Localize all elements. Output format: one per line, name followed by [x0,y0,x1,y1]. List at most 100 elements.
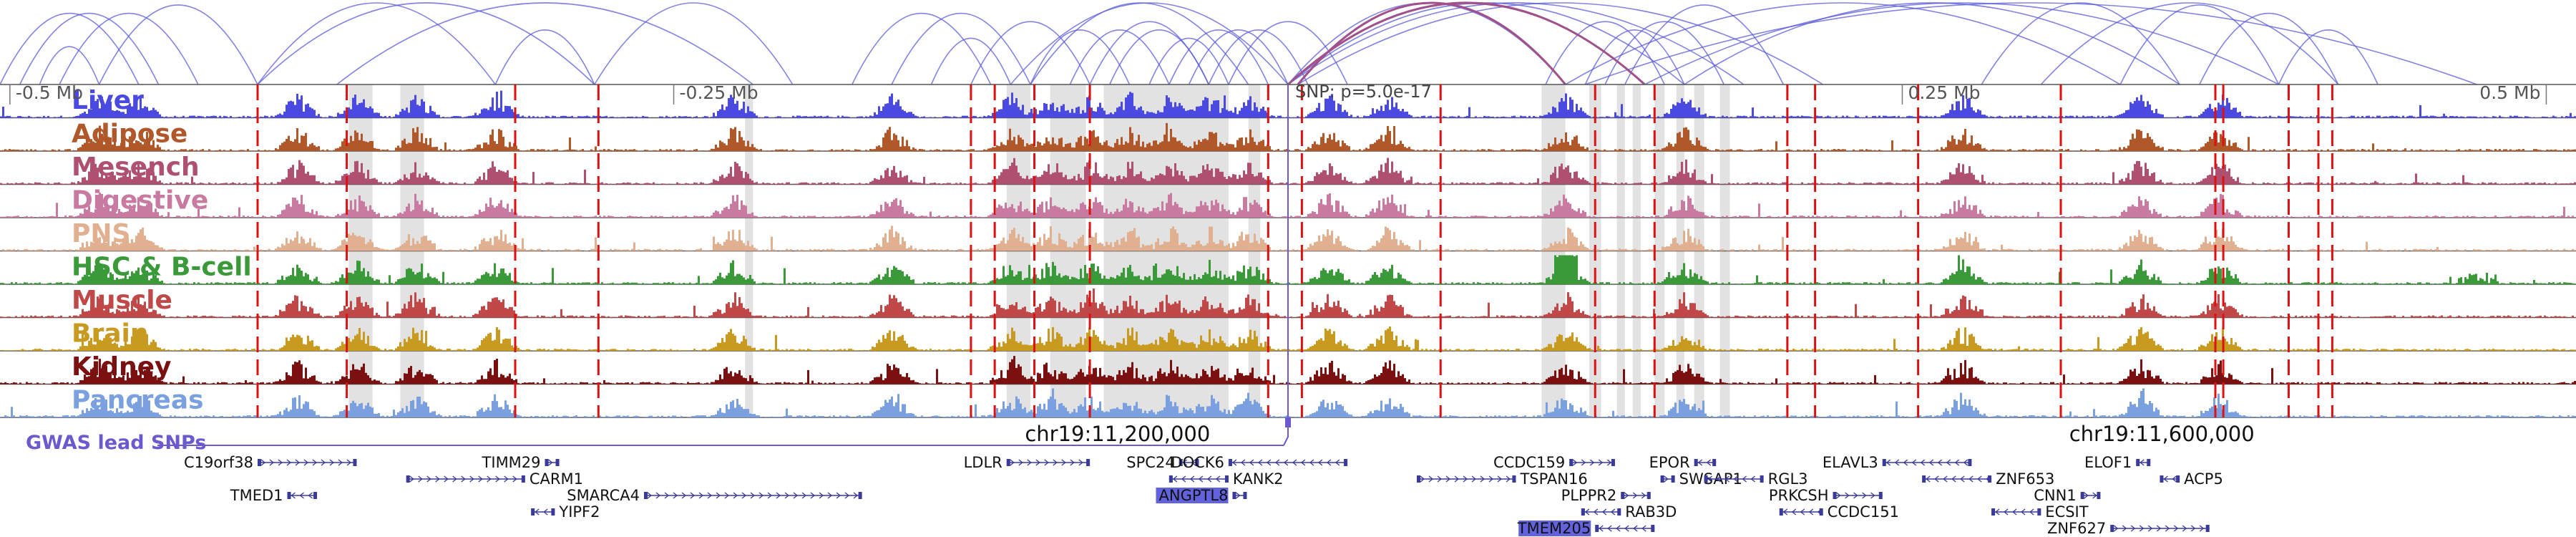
loop-arc [1584,29,1685,85]
gene-strand-chevron [1968,475,1974,483]
gene-exon [1617,508,1621,516]
loop-arc [891,13,1031,85]
gene-strand-chevron [269,459,275,466]
gene-strand-chevron [1800,508,1805,516]
gene-strand-chevron [690,492,696,499]
track-label: Digestive [72,186,208,216]
gene-strand-chevron [1506,475,1511,483]
loop-arc [1297,2,1824,85]
loop-arc [98,4,258,85]
loop-arc [2040,2,2339,85]
gene-strand-chevron [2092,492,2097,499]
gene-strand-chevron [2163,475,2168,483]
gene-strand-chevron [1445,475,1451,483]
gene-strand-chevron [1742,475,1747,483]
gene-strand-chevron [295,459,301,466]
gene-strand-chevron [1937,459,1943,466]
gene-strand-chevron [698,492,704,499]
gene-strand-chevron [750,492,756,499]
loop-arc-highlight [1287,1,1646,86]
gene-strand-chevron [1934,475,1939,483]
gene-strand-chevron [827,492,833,499]
gene-strand-chevron [801,492,807,499]
loop-arc [594,2,794,85]
gene-strand-chevron [1697,459,1703,466]
loop-arc [1604,21,1724,85]
gene-exon [2136,459,2140,466]
gene-label: ZNF653 [1996,470,2054,488]
track-label: Pancreas [72,386,204,415]
gene-strand-chevron [1894,459,1900,466]
gene-label: RGL3 [1768,470,1808,488]
gene-exon [287,492,291,499]
gene-strand-chevron [1326,459,1332,466]
gene-exon [2176,475,2180,483]
gene-strand-chevron [1181,475,1186,483]
gene-strand-chevron [1078,459,1083,466]
gene-strand-chevron [291,492,296,499]
gene-strand-chevron [321,459,326,466]
gene-strand-chevron [1960,475,1965,483]
gene-exon [1991,508,1996,516]
track-label: Brain [72,319,148,349]
loop-arc [2119,4,2280,85]
gene-strand-chevron [716,492,721,499]
gene-label: SMARCA4 [567,487,640,504]
gene-strand-chevron [278,459,283,466]
gene-strand-chevron [1010,459,1015,466]
gene-strand-chevron [707,492,713,499]
gene-strand-chevron [286,459,292,466]
gene-exon [1694,459,1698,466]
gene-exon [1779,508,1783,516]
gene-strand-chevron [1598,459,1604,466]
gene-strand-chevron [2113,525,2119,532]
gene-strand-chevron [1943,475,1948,483]
loop-arc [1545,21,1665,85]
gene-strand-chevron [844,492,850,499]
gene-strand-chevron [1335,459,1340,466]
gene-strand-chevron [1274,459,1280,466]
gene-strand-chevron [2156,525,2162,532]
gene-strand-chevron [784,492,790,499]
track-labels: Liver Adipose Mesench Digestive PNS HSC & B-c… [72,86,252,415]
gene-strand-chevron [836,492,841,499]
gene-strand-chevron [1885,459,1891,466]
gene-strand-chevron [1584,508,1590,516]
gene-strand-chevron [1977,475,1982,483]
gene-strand-chevron [1954,459,1960,466]
gene-strand-chevron [2140,459,2145,466]
gene-exon [1086,459,1091,466]
gene-strand-chevron [1707,475,1712,483]
gene-label: ZNF627 [2047,520,2106,537]
gene-strand-chevron [1599,525,1604,532]
gene-strand-chevron [741,492,747,499]
gene-strand-chevron [260,459,266,466]
gene-label: EPOR [1649,454,1690,471]
loop-arc [257,2,595,85]
gene-strand-chevron [853,492,859,499]
gene-strand-chevron [1641,492,1646,499]
gene-strand-chevron [1018,459,1023,466]
gene-strand-chevron [535,508,540,516]
gene-exon [1712,459,1717,466]
gene-strand-chevron [1836,492,1841,499]
gene-strand-chevron [758,492,764,499]
gene-exon [555,459,560,466]
gene-strand-chevron [1292,459,1297,466]
gene-strand-chevron [819,492,824,499]
loop-arc [970,21,1091,85]
gene-strand-chevron [1750,475,1755,483]
gene-label: CARM1 [530,470,583,488]
track-label: Mesench [72,153,200,182]
loop-arc [1287,2,1745,85]
loop-arc [19,13,160,85]
coordinate-label: chr19:11,200,000 [1025,422,1210,446]
gene-exon [1878,492,1883,499]
gene-strand-chevron [1309,459,1314,466]
track-label: HSC & B-cell [72,253,252,282]
gene-exon [1621,492,1625,499]
gene-strand-chevron [810,492,816,499]
gene-strand-chevron [1488,475,1494,483]
gene-strand-chevron [1610,508,1616,516]
gene-exon [1228,459,1232,466]
